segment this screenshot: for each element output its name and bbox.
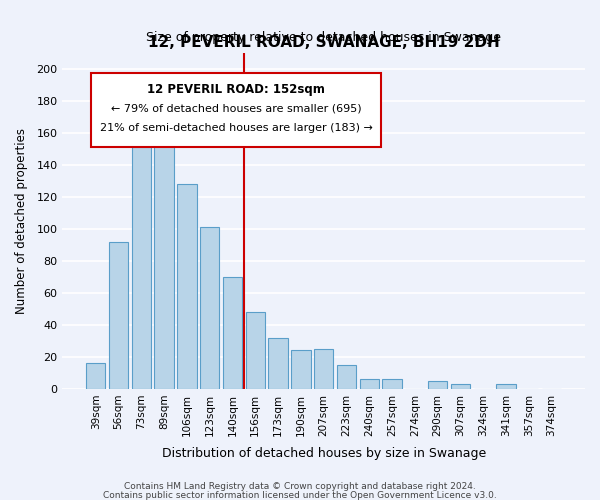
Title: 12, PEVERIL ROAD, SWANAGE, BH19 2DH: 12, PEVERIL ROAD, SWANAGE, BH19 2DH bbox=[148, 35, 500, 50]
Bar bbox=[154, 124, 174, 389]
Y-axis label: Number of detached properties: Number of detached properties bbox=[15, 128, 28, 314]
X-axis label: Distribution of detached houses by size in Swanage: Distribution of detached houses by size … bbox=[161, 447, 486, 460]
Bar bbox=[200, 227, 220, 389]
Bar bbox=[428, 381, 447, 389]
Bar bbox=[177, 184, 197, 389]
Bar bbox=[496, 384, 515, 389]
Bar bbox=[291, 350, 311, 389]
Text: Contains public sector information licensed under the Open Government Licence v3: Contains public sector information licen… bbox=[103, 490, 497, 500]
Bar bbox=[337, 365, 356, 389]
Bar bbox=[382, 380, 402, 389]
Bar bbox=[359, 380, 379, 389]
Bar bbox=[268, 338, 288, 389]
Text: ← 79% of detached houses are smaller (695): ← 79% of detached houses are smaller (69… bbox=[111, 103, 361, 113]
Bar bbox=[223, 277, 242, 389]
Bar bbox=[451, 384, 470, 389]
Text: Contains HM Land Registry data © Crown copyright and database right 2024.: Contains HM Land Registry data © Crown c… bbox=[124, 482, 476, 491]
Text: 21% of semi-detached houses are larger (183) →: 21% of semi-detached houses are larger (… bbox=[100, 123, 373, 133]
FancyBboxPatch shape bbox=[91, 73, 381, 147]
Bar bbox=[131, 147, 151, 389]
Bar bbox=[109, 242, 128, 389]
Bar bbox=[314, 349, 334, 389]
Text: 12 PEVERIL ROAD: 152sqm: 12 PEVERIL ROAD: 152sqm bbox=[147, 83, 325, 96]
Text: Size of property relative to detached houses in Swanage: Size of property relative to detached ho… bbox=[146, 31, 501, 44]
Bar bbox=[245, 312, 265, 389]
Bar bbox=[86, 364, 106, 389]
